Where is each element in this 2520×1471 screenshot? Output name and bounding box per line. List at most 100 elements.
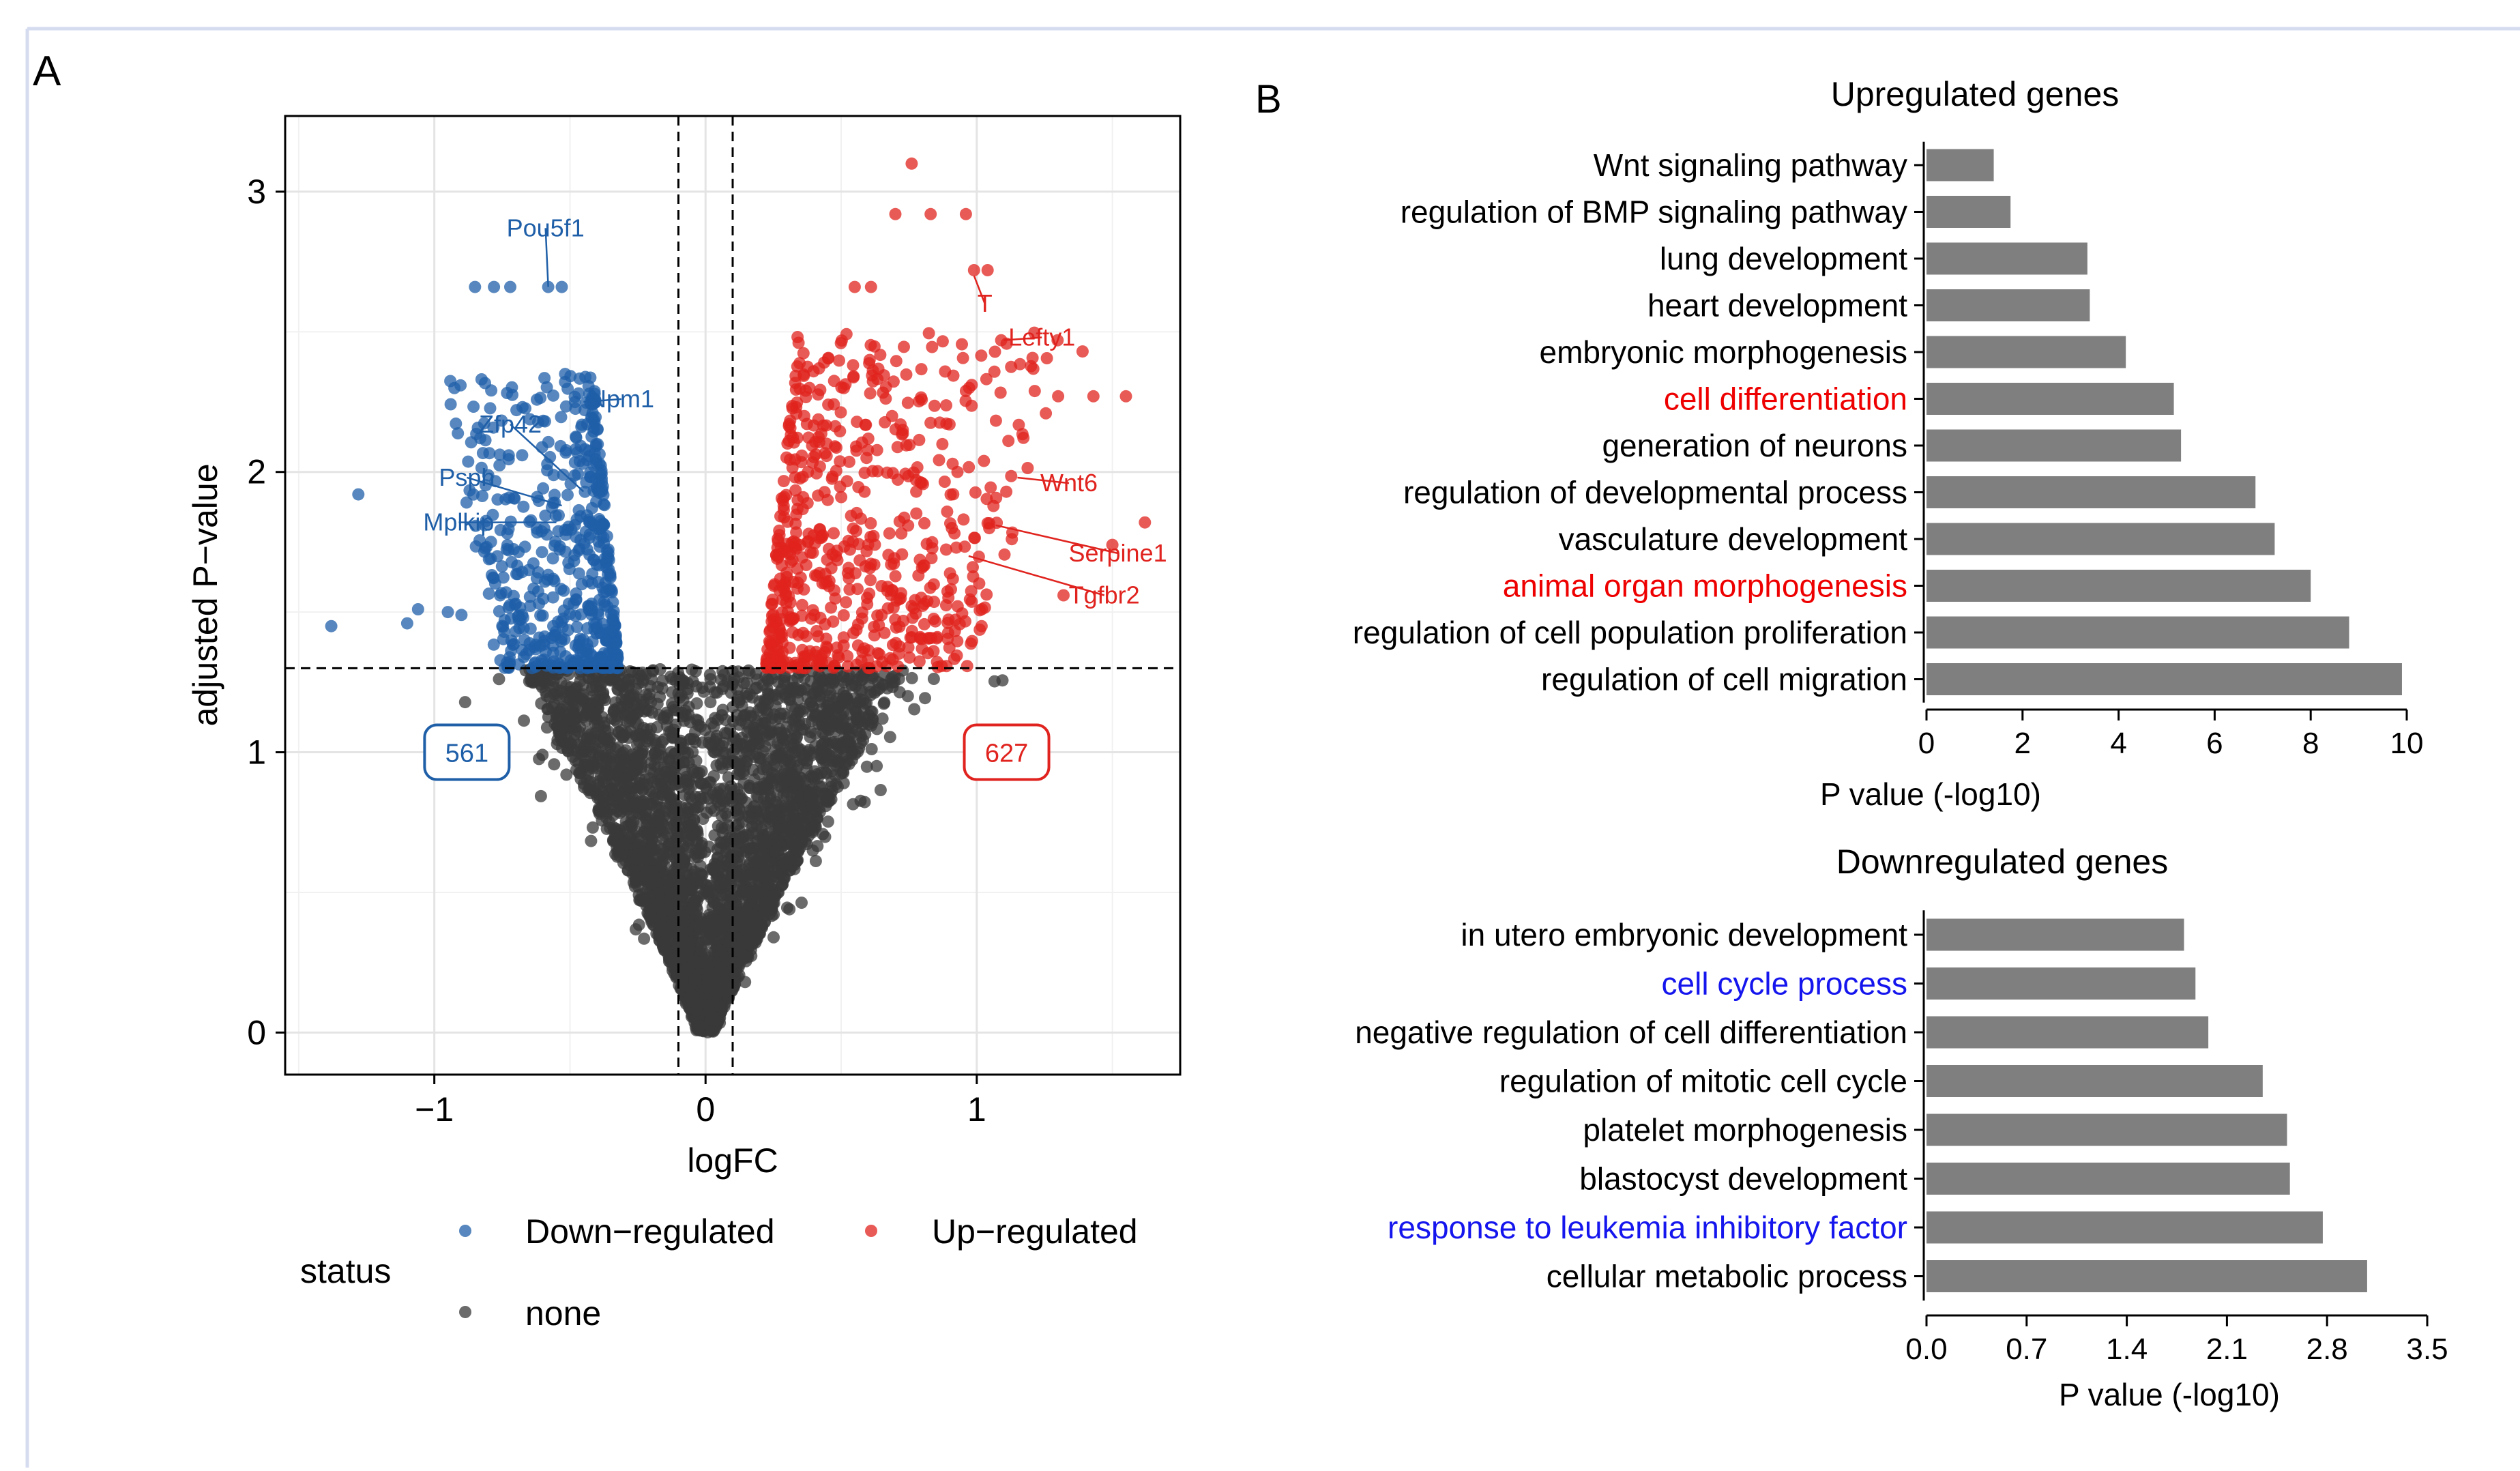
volcano-point-none — [675, 891, 688, 904]
volcano-point-up — [915, 363, 928, 376]
down-count-box: 561 — [423, 723, 511, 781]
gene-label-leader — [973, 275, 986, 304]
volcano-point-up — [918, 617, 931, 630]
volcano-point-down — [561, 489, 574, 501]
x-tick-label: 0.7 — [2006, 1332, 2047, 1366]
gene-label-leader — [968, 555, 1105, 596]
category-label: vasculature development — [1559, 521, 1908, 557]
volcano-point-up — [820, 575, 833, 588]
volcano-point-none — [618, 772, 631, 785]
volcano-point-up — [890, 637, 903, 650]
volcano-point-none — [773, 723, 786, 736]
volcano-point-none — [613, 839, 626, 852]
volcano-point-none — [868, 686, 881, 699]
volcano-point-down — [540, 381, 553, 394]
volcano-point-up — [910, 507, 923, 520]
volcano-point-none — [633, 772, 646, 785]
gene-label-zfp42: Zfp42 — [479, 410, 542, 438]
volcano-point-down — [569, 403, 582, 416]
volcano-point-none — [656, 816, 669, 829]
volcano-point-down — [483, 447, 496, 460]
volcano-point-up — [928, 399, 941, 412]
volcano-point-up — [886, 653, 899, 666]
volcano-point-down — [536, 546, 548, 559]
category-label: response to leukemia inhibitory factor — [1388, 1210, 1907, 1245]
volcano-point-down — [546, 591, 559, 604]
up-count-box: 627 — [963, 723, 1051, 781]
volcano-point-none — [750, 667, 763, 680]
x-tick-label: 6 — [2206, 727, 2223, 760]
volcano-point-none — [786, 746, 799, 759]
volcano-point-up — [922, 327, 935, 340]
volcano-point-none — [716, 703, 729, 716]
gene-label-leader — [467, 476, 562, 507]
volcano-point-up — [939, 543, 952, 556]
volcano-point-up — [765, 609, 778, 622]
volcano-point-up — [924, 207, 937, 220]
volcano-point-up — [901, 396, 914, 409]
volcano-point-none — [822, 696, 835, 709]
volcano-point-none — [791, 790, 804, 803]
volcano-point-down — [524, 600, 537, 613]
volcano-point-up — [899, 467, 912, 480]
volcano-point-none — [632, 717, 645, 730]
volcano-point-none — [813, 673, 826, 686]
volcano-point-none — [644, 763, 657, 776]
volcano-point-none — [669, 866, 682, 879]
volcano-point-none — [837, 687, 850, 699]
volcano-point-none — [740, 907, 753, 920]
count-boxes: 561 627 — [423, 723, 1051, 781]
bar-vasculature-development — [1926, 523, 2275, 555]
volcano-point-none — [658, 905, 671, 918]
volcano-point-down — [487, 421, 500, 434]
category-label: cell cycle process — [1662, 966, 1907, 1002]
volcano-point-down — [488, 280, 501, 293]
gene-label-pou5f1: Pou5f1 — [507, 214, 585, 242]
gene-label-lefty1: Lefty1 — [1008, 323, 1075, 351]
volcano-point-up — [889, 570, 902, 583]
volcano-point-up — [796, 598, 808, 611]
volcano-point-none — [791, 854, 804, 866]
volcano-point-up — [879, 416, 892, 428]
volcano-point-none — [639, 806, 651, 819]
volcano-point-none — [720, 888, 733, 901]
volcano-point-up — [939, 599, 952, 612]
x-tick-label: 2 — [2014, 727, 2031, 760]
volcano-point-up — [967, 264, 980, 276]
volcano-point-none — [705, 738, 717, 751]
volcano-point-none — [618, 753, 631, 766]
volcano-point-none — [749, 722, 762, 735]
volcano-point-up — [924, 416, 937, 429]
volcano-point-none — [691, 766, 704, 779]
legend-swatch-down — [459, 1225, 471, 1237]
volcano-point-up — [863, 587, 876, 600]
volcano-point-none — [611, 804, 624, 817]
volcano-point-none — [765, 872, 778, 884]
volcano-point-up — [864, 517, 877, 529]
volcano-point-down — [581, 509, 594, 522]
volcano-point-none — [732, 818, 745, 831]
volcano-point-up — [825, 472, 838, 485]
x-tick-label: 1.4 — [2106, 1332, 2148, 1366]
up-count-label: 627 — [985, 740, 1028, 768]
volcano-point-up — [975, 349, 988, 362]
volcano-point-up — [938, 476, 951, 488]
volcano-point-up — [950, 541, 963, 554]
downregulated-chart-title: Downregulated genes — [1836, 843, 2168, 881]
volcano-point-down — [559, 375, 572, 388]
volcano-point-up — [831, 554, 844, 567]
volcano-point-down — [493, 605, 506, 617]
volcano-point-down — [510, 598, 522, 610]
volcano-point-down — [538, 635, 551, 647]
volcano-point-up — [830, 641, 843, 654]
volcano-point-none — [908, 703, 921, 716]
volcano-point-none — [821, 815, 834, 828]
legend-label-down: Down−regulated — [525, 1212, 775, 1251]
volcano-point-up — [1040, 407, 1053, 420]
gene-label-mplkip: Mplkip — [423, 508, 494, 536]
volcano-point-down — [591, 423, 604, 436]
volcano-point-up — [827, 398, 840, 411]
volcano-point-none — [637, 740, 650, 753]
volcano-point-none — [767, 708, 780, 721]
category-label: Wnt signaling pathway — [1594, 147, 1907, 183]
